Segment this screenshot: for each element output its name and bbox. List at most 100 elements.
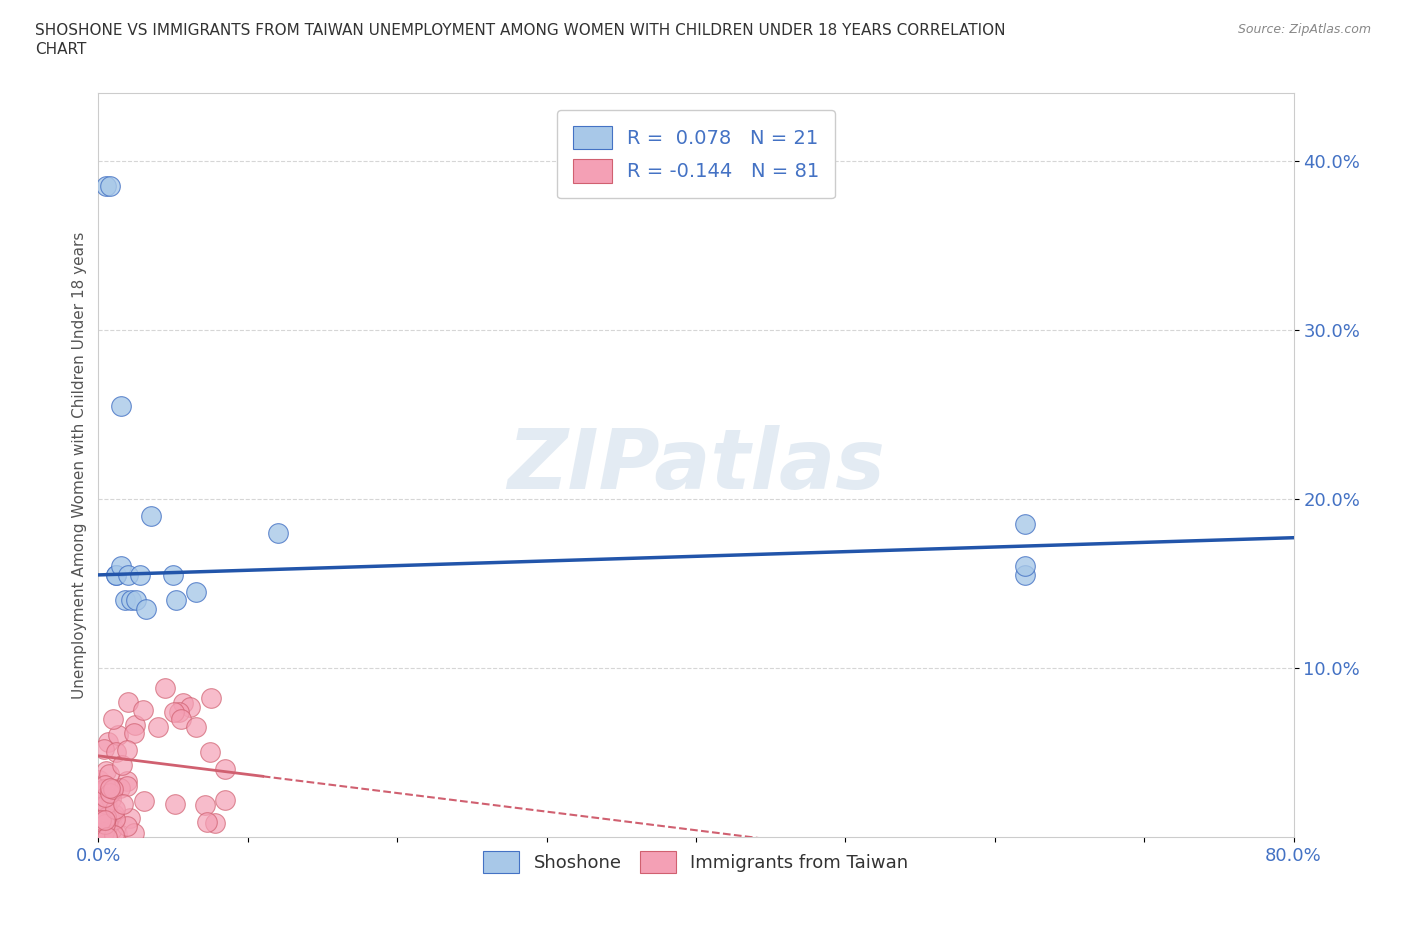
Point: [93, 825, 115, 840]
Text: ZIPatlas: ZIPatlas: [508, 424, 884, 506]
Point: [200, 690, 222, 705]
Point: [104, 812, 127, 827]
Point: [93, 784, 115, 799]
Point: [167, 705, 190, 720]
Point: [91, 818, 114, 833]
Point: [153, 681, 176, 696]
Point: [124, 725, 146, 740]
Point: [96, 811, 118, 826]
Point: [101, 821, 124, 836]
Point: [1014, 517, 1036, 532]
Point: [96, 794, 118, 809]
Point: [214, 762, 236, 777]
Point: [117, 567, 139, 582]
Point: [100, 791, 122, 806]
Text: SHOSHONE VS IMMIGRANTS FROM TAIWAN UNEMPLOYMENT AMONG WOMEN WITH CHILDREN UNDER : SHOSHONE VS IMMIGRANTS FROM TAIWAN UNEMP…: [35, 23, 1005, 38]
Point: [115, 818, 138, 833]
Y-axis label: Unemployment Among Women with Children Under 18 years: Unemployment Among Women with Children U…: [72, 232, 87, 698]
Point: [100, 786, 122, 801]
Point: [87, 789, 110, 804]
Point: [204, 816, 226, 830]
Text: Source: ZipAtlas.com: Source: ZipAtlas.com: [1237, 23, 1371, 36]
Point: [163, 797, 186, 812]
Point: [104, 744, 127, 759]
Point: [90, 825, 112, 840]
Point: [91, 819, 114, 834]
Point: [179, 699, 201, 714]
Point: [96, 764, 118, 778]
Point: [267, 525, 290, 540]
Point: [120, 811, 142, 826]
Point: [162, 705, 184, 720]
Point: [94, 790, 117, 804]
Point: [97, 766, 120, 781]
Point: [90, 813, 112, 828]
Point: [139, 509, 162, 524]
Point: [93, 781, 115, 796]
Point: [184, 584, 207, 599]
Point: [97, 817, 120, 832]
Point: [120, 592, 142, 607]
Point: [169, 711, 191, 726]
Point: [115, 774, 138, 789]
Point: [110, 398, 132, 413]
Point: [101, 782, 124, 797]
Point: [105, 827, 128, 842]
Point: [108, 780, 131, 795]
Point: [90, 817, 112, 831]
Point: [93, 795, 115, 810]
Point: [94, 777, 117, 792]
Point: [107, 727, 129, 742]
Point: [110, 559, 132, 574]
Point: [94, 781, 117, 796]
Point: [194, 797, 217, 812]
Point: [89, 828, 111, 843]
Point: [89, 830, 111, 844]
Point: [115, 778, 138, 793]
Point: [195, 815, 218, 830]
Point: [117, 695, 139, 710]
Point: [132, 793, 155, 808]
Point: [96, 830, 118, 844]
Point: [103, 828, 125, 843]
Point: [165, 592, 187, 607]
Point: [94, 797, 117, 812]
Point: [94, 818, 117, 833]
Point: [1014, 559, 1036, 574]
Point: [105, 567, 128, 582]
Legend: Shoshone, Immigrants from Taiwan: Shoshone, Immigrants from Taiwan: [477, 844, 915, 880]
Point: [114, 592, 136, 607]
Point: [162, 567, 184, 582]
Point: [94, 817, 117, 831]
Point: [94, 810, 117, 825]
Point: [91, 810, 114, 825]
Point: [94, 792, 117, 807]
Text: CHART: CHART: [35, 42, 87, 57]
Point: [184, 720, 207, 735]
Point: [93, 741, 115, 756]
Point: [89, 824, 111, 839]
Point: [103, 711, 125, 726]
Point: [200, 745, 222, 760]
Point: [129, 567, 152, 582]
Point: [1014, 567, 1036, 582]
Point: [89, 772, 111, 787]
Point: [111, 758, 134, 773]
Point: [98, 809, 121, 824]
Point: [94, 179, 117, 193]
Point: [148, 720, 170, 735]
Point: [132, 703, 155, 718]
Point: [103, 807, 125, 822]
Point: [100, 784, 122, 799]
Point: [117, 742, 139, 757]
Point: [214, 792, 236, 807]
Point: [91, 829, 114, 844]
Point: [124, 718, 146, 733]
Point: [105, 567, 128, 582]
Point: [98, 780, 121, 795]
Point: [172, 695, 194, 710]
Point: [90, 807, 112, 822]
Point: [97, 735, 120, 750]
Point: [98, 179, 122, 193]
Point: [96, 813, 118, 828]
